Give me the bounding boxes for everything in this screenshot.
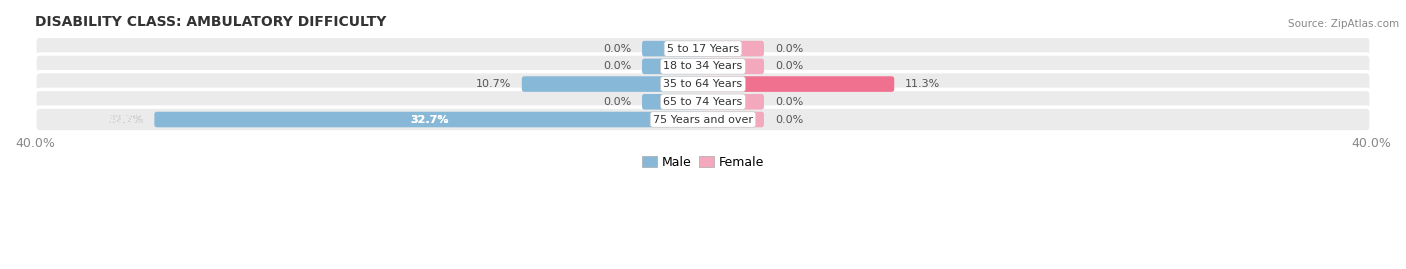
FancyBboxPatch shape xyxy=(643,41,706,56)
FancyBboxPatch shape xyxy=(35,72,1371,97)
Legend: Male, Female: Male, Female xyxy=(637,151,769,174)
FancyBboxPatch shape xyxy=(700,94,763,109)
FancyBboxPatch shape xyxy=(700,59,763,74)
Text: 32.7%: 32.7% xyxy=(411,115,449,125)
Text: 10.7%: 10.7% xyxy=(475,79,510,89)
FancyBboxPatch shape xyxy=(700,76,894,92)
Text: 0.0%: 0.0% xyxy=(775,97,803,107)
Text: 0.0%: 0.0% xyxy=(603,97,631,107)
Text: 65 to 74 Years: 65 to 74 Years xyxy=(664,97,742,107)
Text: 75 Years and over: 75 Years and over xyxy=(652,115,754,125)
FancyBboxPatch shape xyxy=(35,107,1371,132)
FancyBboxPatch shape xyxy=(155,112,706,127)
Text: 18 to 34 Years: 18 to 34 Years xyxy=(664,61,742,71)
Text: 5 to 17 Years: 5 to 17 Years xyxy=(666,44,740,54)
FancyBboxPatch shape xyxy=(35,89,1371,114)
Text: 32.7%: 32.7% xyxy=(108,115,143,125)
Text: 0.0%: 0.0% xyxy=(775,61,803,71)
Text: 32.7%: 32.7% xyxy=(411,115,449,125)
FancyBboxPatch shape xyxy=(522,76,706,92)
Text: 35 to 64 Years: 35 to 64 Years xyxy=(664,79,742,89)
Text: 0.0%: 0.0% xyxy=(603,44,631,54)
Text: 0.0%: 0.0% xyxy=(775,44,803,54)
Text: 0.0%: 0.0% xyxy=(775,115,803,125)
FancyBboxPatch shape xyxy=(643,94,706,109)
FancyBboxPatch shape xyxy=(35,36,1371,61)
FancyBboxPatch shape xyxy=(35,54,1371,79)
Text: 0.0%: 0.0% xyxy=(603,61,631,71)
Text: 32.7%: 32.7% xyxy=(108,115,143,125)
Text: DISABILITY CLASS: AMBULATORY DIFFICULTY: DISABILITY CLASS: AMBULATORY DIFFICULTY xyxy=(35,15,387,29)
FancyBboxPatch shape xyxy=(700,112,763,127)
Text: Source: ZipAtlas.com: Source: ZipAtlas.com xyxy=(1288,19,1399,29)
FancyBboxPatch shape xyxy=(643,59,706,74)
Text: 11.3%: 11.3% xyxy=(905,79,941,89)
FancyBboxPatch shape xyxy=(700,41,763,56)
